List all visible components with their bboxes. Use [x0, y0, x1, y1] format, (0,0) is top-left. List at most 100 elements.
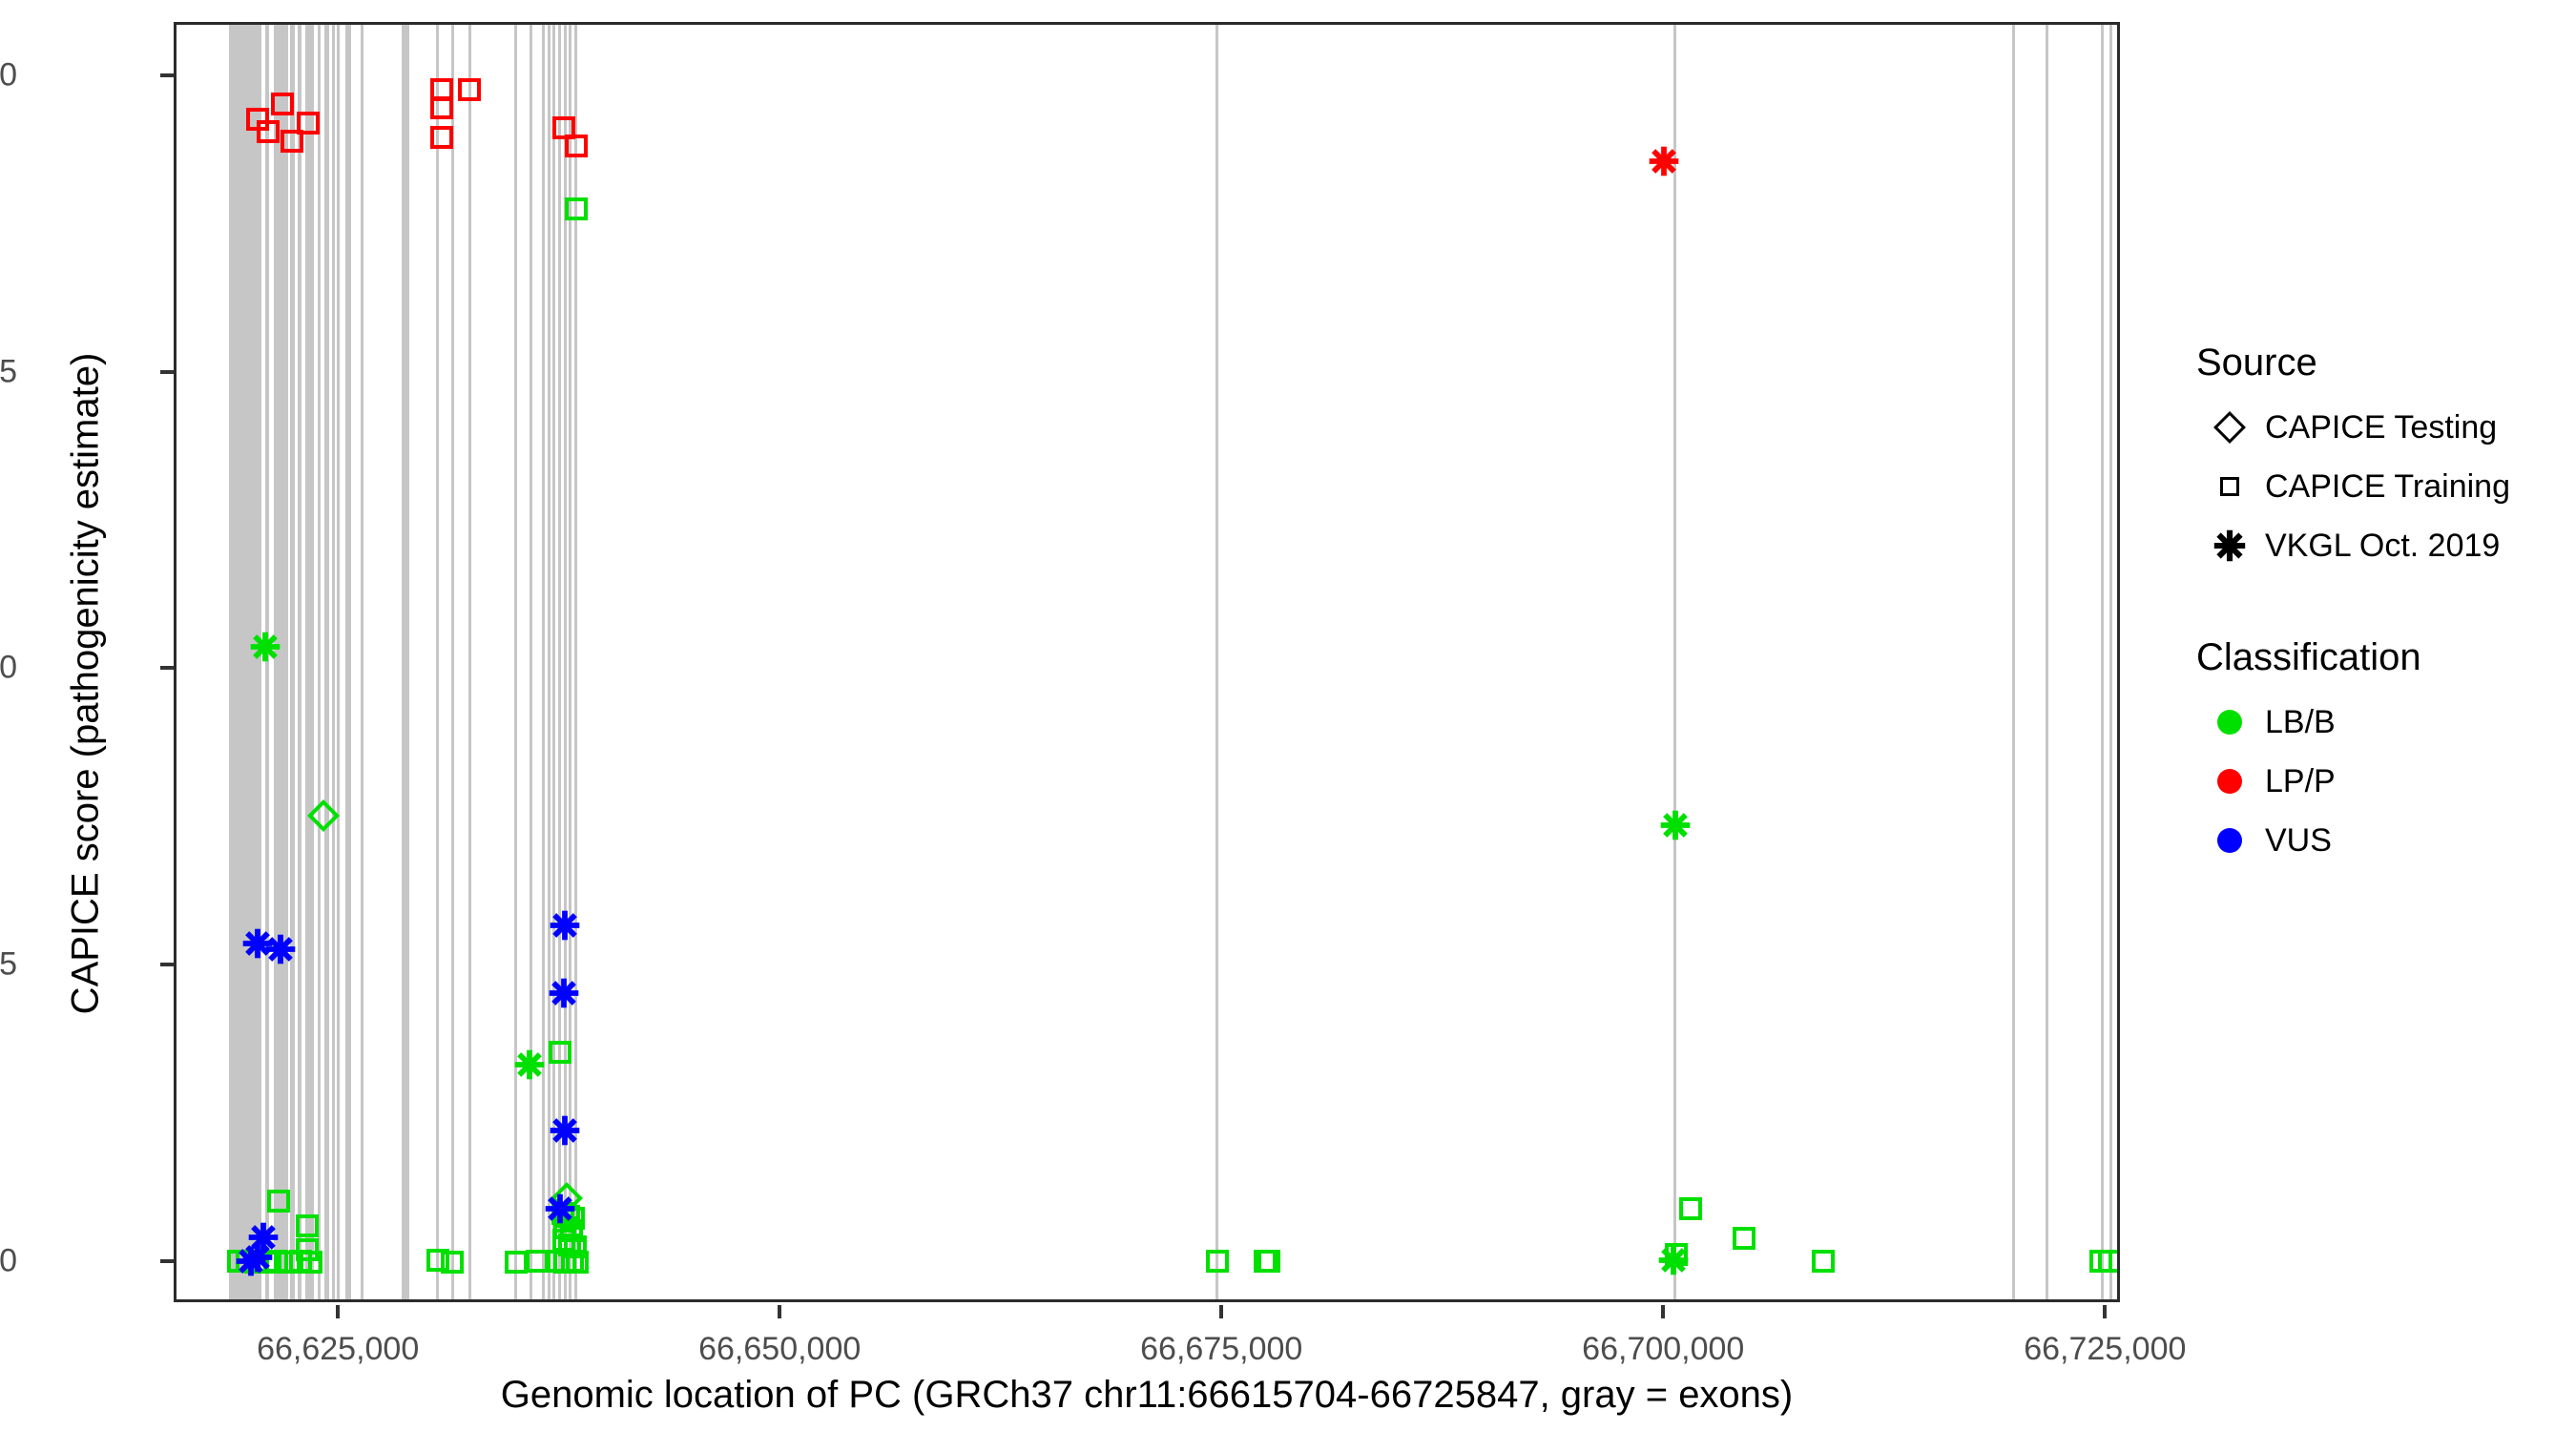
exon-bar	[1215, 25, 1218, 1299]
exon-bar	[547, 25, 551, 1299]
exon-bar	[264, 25, 270, 1299]
point-marker-square	[1257, 1250, 1280, 1274]
point-marker-square	[551, 116, 575, 140]
point-marker-square	[265, 1250, 289, 1274]
y-tick-mark	[160, 666, 174, 671]
point-marker-asterisk	[544, 1192, 576, 1225]
y-tick-label: 0.75	[0, 353, 17, 390]
point-marker-square	[299, 1251, 322, 1275]
point-marker-asterisk	[1648, 145, 1680, 177]
exon-bar	[337, 25, 341, 1299]
point-marker-square	[458, 78, 482, 102]
y-tick-label: 0.00	[0, 1242, 17, 1278]
point-marker-square	[296, 112, 320, 135]
point-marker-asterisk	[549, 909, 581, 942]
x-tick-mark	[1219, 1305, 1224, 1318]
y-tick-mark	[160, 1258, 174, 1263]
x-tick-label: 66,625,000	[257, 1331, 420, 1367]
x-tick-mark	[336, 1305, 341, 1318]
point-marker-square	[1812, 1250, 1836, 1274]
point-marker-square	[440, 1251, 464, 1275]
point-marker-square	[426, 1248, 450, 1272]
point-marker-square	[429, 126, 453, 150]
exon-bar	[573, 25, 577, 1299]
asterisk-icon	[2194, 529, 2265, 563]
plot-panel	[174, 22, 2120, 1302]
exon-bar	[1672, 25, 1676, 1299]
legend-item-label: VKGL Oct. 2019	[2265, 527, 2501, 564]
point-marker-square	[295, 1237, 319, 1261]
exon-bar	[290, 25, 295, 1299]
point-marker-asterisk	[241, 927, 274, 960]
point-marker-square	[2098, 1250, 2117, 1274]
point-marker-square	[525, 1250, 549, 1274]
legend-item-label: VUS	[2265, 821, 2332, 859]
square-icon	[2194, 477, 2265, 496]
diamond-icon	[2194, 411, 2265, 444]
exon-bar	[436, 25, 440, 1299]
y-tick-label: 0.50	[0, 649, 17, 686]
x-tick-label: 66,700,000	[1582, 1331, 1745, 1367]
point-marker-asterisk	[548, 977, 580, 1009]
exon-bar	[331, 25, 335, 1299]
dot-icon	[2194, 710, 2265, 735]
exon-bar	[468, 25, 472, 1299]
legend-item-class-VUS[interactable]: VUS	[2194, 811, 2557, 870]
point-marker-diamond	[306, 798, 340, 832]
exon-bar	[552, 25, 556, 1299]
y-tick-label: 0.25	[0, 945, 17, 983]
point-marker-square	[267, 1189, 291, 1213]
point-marker-square	[1732, 1227, 1755, 1251]
point-marker-square	[1679, 1197, 1703, 1221]
point-marker-square	[566, 1251, 590, 1275]
y-tick-label: 1.00	[0, 56, 17, 93]
point-marker-square	[551, 1228, 575, 1252]
legend-title-classification: Classification	[2196, 636, 2421, 678]
exon-bar	[318, 25, 322, 1299]
point-marker-square	[429, 95, 453, 119]
y-axis-title: CAPICE score (pathogenicity estimate)	[64, 352, 107, 1015]
exon-bar	[297, 25, 302, 1299]
exon-bar	[402, 25, 410, 1299]
legend-item-source-diamond[interactable]: CAPICE Testing	[2194, 398, 2557, 457]
exon-bar	[344, 25, 352, 1299]
x-tick-label: 66,650,000	[698, 1331, 862, 1367]
y-tick-mark	[160, 73, 174, 77]
exon-bar	[323, 25, 329, 1299]
legend-group-source: CAPICE Testing CAPICE Training VKGL Oct. 2…	[2194, 398, 2557, 575]
exon-bar	[513, 25, 517, 1299]
x-tick-mark	[2103, 1305, 2108, 1318]
legend-title-source: Source	[2196, 342, 2317, 384]
point-marker-asterisk	[1657, 1244, 1690, 1276]
exon-track	[177, 25, 2117, 1299]
legend-item-label: LB/B	[2265, 703, 2336, 740]
legend-item-label: LP/P	[2265, 762, 2336, 799]
y-tick-mark	[160, 369, 174, 374]
legend-item-label: CAPICE Training	[2265, 467, 2510, 505]
exon-bar	[229, 25, 261, 1299]
point-marker-square	[280, 129, 304, 153]
exon-bar	[273, 25, 288, 1299]
point-marker-asterisk	[249, 631, 281, 663]
exon-bar	[2100, 25, 2104, 1299]
legend: Source CAPICE Testing CAPICE Training VKGL…	[2194, 342, 2557, 870]
legend-item-source-square[interactable]: CAPICE Training	[2194, 457, 2557, 516]
exon-bar	[542, 25, 546, 1299]
exon-bar	[569, 25, 572, 1299]
legend-group-classification: LB/B LP/P VUS	[2194, 693, 2557, 870]
point-marker-square	[564, 197, 588, 220]
legend-item-source-asterisk[interactable]: VKGL Oct. 2019	[2194, 516, 2557, 575]
point-marker-asterisk	[235, 1245, 267, 1277]
point-marker-asterisk	[1659, 809, 1692, 841]
exon-bar	[2046, 25, 2049, 1299]
legend-spacer	[2194, 575, 2557, 636]
x-tick-label: 66,675,000	[1140, 1331, 1303, 1367]
x-axis-title: Genomic location of PC (GRCh37 chr11:666…	[500, 1374, 1794, 1416]
legend-item-class-LB-B[interactable]: LB/B	[2194, 693, 2557, 752]
scatter-points-layer	[177, 25, 2117, 1299]
point-marker-square	[548, 1041, 571, 1065]
point-marker-square	[1205, 1250, 1229, 1274]
dot-icon	[2194, 769, 2265, 794]
legend-item-class-LP-P[interactable]: LP/P	[2194, 752, 2557, 811]
